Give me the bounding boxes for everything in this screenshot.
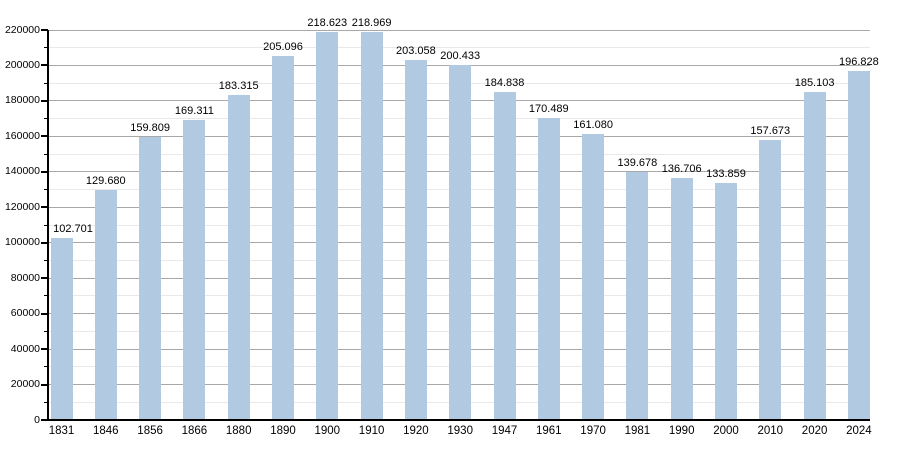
x-axis-tick-label: 1890 <box>270 425 296 437</box>
y-axis-major-tick <box>41 312 48 315</box>
y-axis-major-tick <box>41 277 48 280</box>
y-axis-minor-tick <box>44 401 48 403</box>
y-axis-tick-label: 120000 <box>4 200 40 213</box>
bar-value-label: 183.315 <box>218 80 259 93</box>
x-axis-tick-label: 1910 <box>358 425 385 437</box>
bar-2020 <box>803 91 826 420</box>
bar-2010 <box>759 140 782 420</box>
y-axis-tick-label: 200000 <box>4 58 40 71</box>
bar-1910 <box>360 31 383 420</box>
y-axis-minor-tick <box>44 295 48 297</box>
bar-1880 <box>227 95 250 420</box>
y-axis-minor-tick <box>44 82 48 84</box>
y-axis-tick-label: 220000 <box>4 23 40 36</box>
x-axis-tick-label: 1947 <box>491 425 518 437</box>
bar-value-label: 196.828 <box>839 56 879 69</box>
y-axis-tick-label: 160000 <box>4 129 40 142</box>
bar-value-label: 161.080 <box>573 119 613 132</box>
bar-1930 <box>449 64 472 420</box>
x-axis-tick-label: 1866 <box>181 425 208 437</box>
bar-1846 <box>94 190 117 420</box>
bar-1947 <box>493 92 516 420</box>
bar-value-label: 129.680 <box>85 175 126 188</box>
bar-value-label: 218.969 <box>351 16 392 29</box>
y-axis-major-tick <box>41 383 48 386</box>
y-axis-major-tick <box>41 206 48 209</box>
bar-1900 <box>316 32 339 420</box>
bar-value-label: 218.623 <box>307 17 348 30</box>
x-axis-tick-label: 1970 <box>580 425 606 437</box>
y-axis-major-tick <box>41 419 48 421</box>
x-axis-tick-label: 1930 <box>447 425 473 437</box>
bar-value-label: 157.673 <box>750 125 791 138</box>
y-axis-major-tick <box>41 135 48 138</box>
bar-value-label: 139.678 <box>617 157 658 170</box>
x-axis-tick-label: 1880 <box>225 425 252 437</box>
y-axis-tick-label: 180000 <box>4 94 40 107</box>
gridline-minor <box>48 47 870 49</box>
bar-value-label: 102.701 <box>53 222 93 235</box>
x-axis-tick-label: 1831 <box>48 425 75 437</box>
bar-1961 <box>537 117 560 420</box>
x-axis-line <box>47 419 870 421</box>
y-axis-line <box>47 30 49 421</box>
y-axis-tick-label: 20000 <box>10 378 40 391</box>
y-axis-tick-label: 140000 <box>4 165 40 178</box>
bar-value-label: 184.838 <box>484 77 525 90</box>
y-axis-major-tick <box>41 241 48 244</box>
x-axis-tick-label: 2010 <box>757 425 784 437</box>
y-axis-major-tick <box>41 348 48 351</box>
y-axis-minor-tick <box>44 224 48 226</box>
bar-value-label: 203.058 <box>396 45 436 58</box>
y-axis-minor-tick <box>44 47 48 49</box>
x-axis-tick-label: 1920 <box>403 425 429 437</box>
y-axis-tick-label: 60000 <box>10 307 40 320</box>
y-axis-tick-label: 0 <box>34 413 40 426</box>
bar-value-label: 169.311 <box>174 104 214 117</box>
y-axis-minor-tick <box>44 259 48 261</box>
bar-value-label: 170.489 <box>528 102 569 115</box>
y-axis-major-tick <box>41 29 48 31</box>
x-axis-tick-label: 1990 <box>668 425 695 437</box>
y-axis-minor-tick <box>44 189 48 191</box>
y-axis-minor-tick <box>44 330 48 332</box>
y-axis-major-tick <box>41 170 48 173</box>
y-axis-major-tick <box>41 64 48 67</box>
y-axis-tick-label: 100000 <box>4 236 40 249</box>
bar-1981 <box>626 172 649 420</box>
bar-value-label: 185.103 <box>794 76 835 89</box>
y-axis-tick-label: 80000 <box>10 271 40 284</box>
x-axis-tick-label: 2000 <box>713 425 739 437</box>
x-axis-tick-label: 1981 <box>624 425 651 437</box>
bar-value-label: 159.809 <box>130 121 170 134</box>
bar-1890 <box>272 56 294 420</box>
bar-1970 <box>582 134 605 420</box>
bar-2024 <box>847 71 870 420</box>
bar-1920 <box>404 60 427 420</box>
y-axis-minor-tick <box>44 366 48 368</box>
gridline-major <box>48 29 870 31</box>
bar-1831 <box>50 237 73 420</box>
x-axis-tick-label: 1856 <box>137 425 163 437</box>
y-axis-minor-tick <box>44 118 48 120</box>
bar-value-label: 133.859 <box>706 167 746 180</box>
x-axis-tick-label: 2020 <box>801 425 828 437</box>
y-axis-minor-tick <box>44 153 48 155</box>
y-axis-major-tick <box>41 99 48 102</box>
x-axis-tick-label: 1846 <box>93 425 119 437</box>
y-axis-tick-label: 40000 <box>10 342 40 355</box>
bar-2000 <box>715 182 737 420</box>
bar-1990 <box>670 177 693 420</box>
x-axis-tick-label: 1961 <box>536 425 562 437</box>
x-axis-tick-label: 2024 <box>846 425 872 437</box>
x-axis-tick-label: 1900 <box>314 425 341 437</box>
bar-1856 <box>139 136 162 420</box>
bar-value-label: 136.706 <box>661 162 702 175</box>
bar-value-label: 200.433 <box>440 49 481 62</box>
bar-1866 <box>183 119 206 420</box>
bar-value-label: 205.096 <box>263 41 303 54</box>
